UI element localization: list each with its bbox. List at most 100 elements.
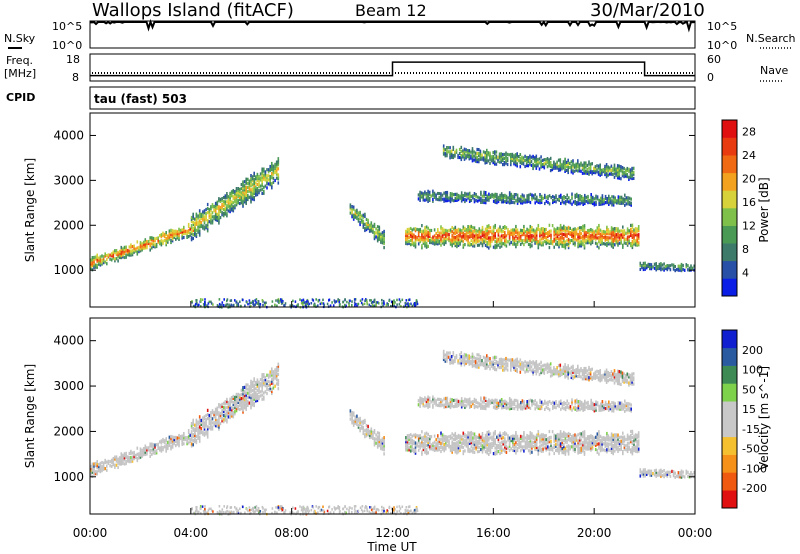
power-cell	[176, 234, 179, 238]
power-cell	[529, 233, 532, 237]
power-cell	[459, 242, 461, 246]
velocity-cell	[271, 387, 273, 391]
velocity-cell	[247, 401, 249, 405]
power-cell	[492, 150, 494, 155]
power-cell	[496, 239, 498, 243]
power-cell	[465, 154, 467, 158]
power-cell	[535, 229, 538, 233]
power-cell	[515, 245, 517, 249]
power-cell	[226, 206, 228, 210]
power-cell	[604, 166, 606, 171]
power-cell	[620, 233, 622, 237]
power-cell	[500, 198, 503, 202]
velocity-cell	[475, 439, 477, 443]
power-cell	[504, 241, 506, 245]
power-cell	[322, 302, 325, 305]
velocity-cell	[101, 469, 103, 473]
power-cell	[475, 199, 477, 203]
power-cell	[221, 199, 223, 203]
power-cell	[658, 262, 661, 266]
power-cell	[427, 199, 429, 203]
power-cell	[359, 214, 361, 218]
power-cell	[540, 243, 543, 247]
velocity-cell	[414, 435, 417, 439]
power-cell	[531, 228, 533, 232]
velocity-cell	[440, 437, 442, 441]
power-cell	[155, 244, 158, 249]
velocity-cell	[414, 441, 417, 445]
power-cell	[470, 150, 472, 154]
power-cell	[254, 303, 256, 306]
power-cell	[99, 259, 102, 263]
velocity-cell	[462, 441, 465, 445]
velocity-cell	[170, 441, 172, 445]
power-cell	[283, 304, 285, 307]
power-cell	[606, 231, 608, 235]
power-cell	[480, 229, 482, 233]
power-cell	[409, 303, 411, 306]
power-cell	[120, 252, 123, 256]
power-cell	[680, 264, 683, 269]
power-cell	[96, 263, 98, 267]
power-cell	[354, 304, 356, 307]
velocity-cell	[258, 386, 260, 390]
velocity-cell	[277, 380, 280, 385]
power-cell	[586, 237, 589, 241]
power-cell	[480, 192, 482, 196]
velocity-cell	[459, 436, 461, 440]
power-cell	[543, 164, 546, 168]
power-cell	[361, 298, 364, 301]
power-cell	[680, 269, 683, 273]
power-cell	[413, 241, 415, 245]
velocity-cell	[457, 448, 460, 452]
velocity-cell	[505, 440, 508, 444]
power-cell	[277, 163, 280, 167]
power-cell	[437, 228, 439, 232]
power-cell	[222, 195, 225, 200]
power-cell	[482, 150, 485, 154]
power-cell	[144, 238, 147, 242]
power-cell	[476, 199, 479, 203]
power-cell	[518, 159, 520, 163]
velocity-cell	[224, 414, 227, 418]
power-cell	[558, 239, 560, 243]
power-cell	[227, 203, 230, 207]
velocity-cell	[408, 442, 410, 446]
velocity-cell	[484, 446, 487, 450]
power-cell	[406, 231, 409, 236]
velocity-cell	[529, 441, 532, 445]
power-cell	[529, 239, 532, 243]
velocity-cell	[582, 449, 584, 453]
velocity-cell	[373, 441, 376, 445]
velocity-cell	[167, 446, 169, 451]
power-cell	[216, 204, 219, 208]
power-cell	[491, 229, 493, 233]
power-cell	[359, 212, 361, 216]
power-cell	[590, 234, 592, 238]
power-cell	[205, 218, 207, 222]
velocity-cell	[473, 434, 476, 438]
power-cell	[599, 169, 601, 173]
power-cell	[494, 192, 497, 196]
power-cell	[574, 243, 576, 247]
velocity-cell	[484, 433, 487, 437]
power-cell	[404, 304, 407, 307]
power-cell	[437, 236, 439, 240]
power-cell	[242, 204, 244, 208]
velocity-cell	[234, 402, 236, 406]
velocity-cell	[234, 412, 236, 416]
velocity-cell	[591, 439, 594, 443]
velocity-cell	[556, 449, 559, 453]
power-cell	[224, 212, 227, 216]
velocity-cell	[598, 432, 600, 436]
power-cell	[206, 202, 209, 207]
power-cell	[210, 209, 212, 213]
power-cell	[226, 194, 228, 198]
velocity-cell	[582, 441, 584, 445]
power-cell	[277, 299, 280, 302]
velocity-cell	[226, 412, 228, 416]
velocity-cell	[505, 432, 508, 436]
velocity-cell	[451, 442, 453, 446]
velocity-cell	[216, 420, 219, 424]
power-cell	[460, 197, 463, 201]
